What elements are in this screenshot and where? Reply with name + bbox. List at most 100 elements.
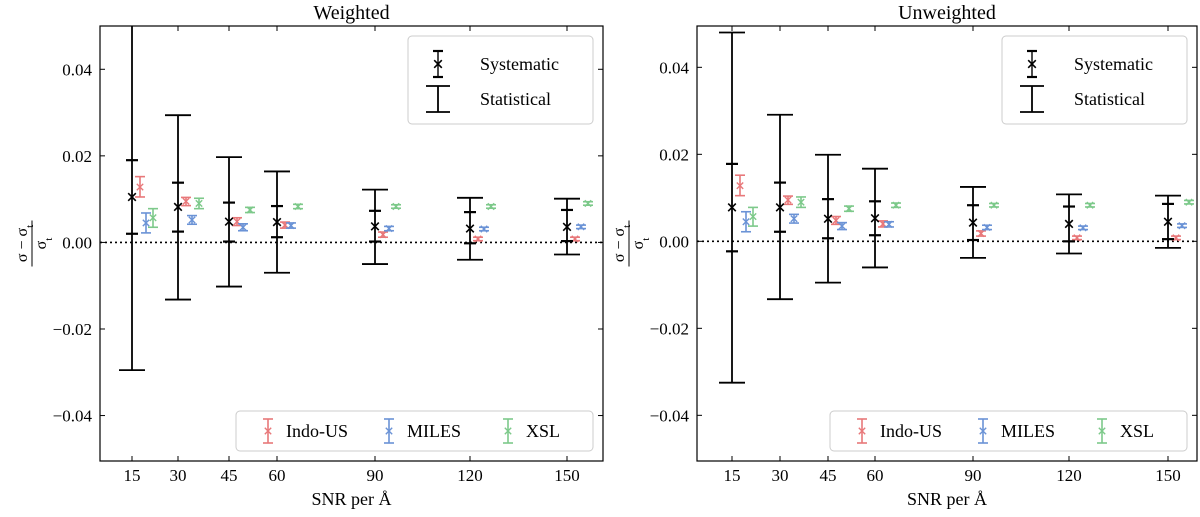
combined-point-stroke-b [370,222,380,231]
point-miles-stroke-b [480,225,488,233]
combined-point-stroke-b [562,222,572,232]
point-indo-us [136,183,144,191]
combined-point [727,203,737,212]
point-xsl-stroke-b [797,198,805,206]
legend-miles-marker [979,427,987,435]
combined-snr-15 [119,26,145,372]
point-xsl [845,205,853,213]
x-tick-label: 150 [554,466,580,485]
combined-point-stroke-b [224,217,234,227]
point-xsl-stroke-b [392,202,400,211]
point-miles [838,222,846,230]
point-indo-us-stroke-b [832,216,840,225]
legend-miles-marker-stroke-b [979,427,987,435]
combined-point-stroke-b [272,217,282,227]
point-xsl [1086,201,1094,209]
y-axis-label-denominator-sub: t [43,238,55,241]
legend-upper: Systematic Statistical [407,35,594,125]
point-xsl [487,202,495,211]
series-miles [741,210,1187,233]
y-axis-label-denominator-text: σ [630,240,647,249]
y-tick-label: −0.04 [650,406,690,425]
combined-point-stroke-b [127,192,137,202]
legend-indo-us-label: Indo-US [880,421,942,441]
point-miles [577,223,585,231]
combined-snr-90 [960,186,986,259]
legend-xsl-label: XSL [526,421,560,441]
point-indo-us [784,196,792,204]
x-tick-label: 90 [965,466,982,485]
point-indo-us-stroke-b [233,217,241,226]
legend-xsl-label: XSL [1120,421,1154,441]
point-xsl [797,198,805,206]
point-miles [142,219,150,227]
point-miles [239,223,247,231]
point-xsl-stroke-b [892,201,900,209]
legend-xsl-marker-stroke-b [504,427,512,435]
point-xsl-stroke-b [584,199,592,208]
combined-point [465,224,475,233]
data-layer [119,26,593,372]
point-miles [480,225,488,233]
point-indo-us [1073,234,1081,242]
point-miles-stroke-b [983,223,991,232]
point-xsl-stroke-b [294,202,302,211]
y-axis-label-numerator-text: σ − σ [14,228,31,263]
chart-title: Unweighted [898,2,996,24]
combined-point [272,217,282,227]
point-indo-us-stroke-b [977,229,985,238]
legend-systematic-marker-stroke-b [1027,59,1037,69]
x-tick-label: 30 [170,466,187,485]
legend-xsl-marker-stroke-b [1098,427,1106,435]
point-miles-stroke-b [239,223,247,231]
legend-systematic-marker-stroke-b [433,59,443,69]
axes-frame [99,25,604,462]
combined-point-stroke-b [465,224,475,233]
combined-snr-30 [165,114,191,301]
x-axis-label: SNR per Å [907,489,987,509]
x-axis-label: SNR per Å [312,489,392,509]
legend-xsl-marker [1098,427,1106,435]
combined-point [870,213,880,223]
combined-point-stroke-b [1163,217,1173,227]
legend-indo-us-label: Indo-US [286,421,348,441]
x-tick-label: 30 [772,466,789,485]
point-xsl-stroke-b [149,214,157,222]
legend-systematic-marker [1027,59,1037,69]
data-layer [719,31,1194,384]
combined-point-stroke-b [968,218,978,227]
point-miles [790,215,798,223]
point-xsl [892,201,900,209]
x-tick-label: 90 [367,466,384,485]
combined-point [562,222,572,232]
combined-snr-45 [815,153,841,284]
point-xsl-stroke-b [1185,198,1193,206]
point-indo-us [474,235,482,243]
point-xsl [392,202,400,211]
point-indo-us [182,197,190,205]
x-tick-label: 150 [1155,466,1181,485]
legend-systematic-marker [433,59,443,69]
point-xsl [246,206,254,214]
series-xsl [148,197,593,229]
legend-statistical-label: Statistical [1074,89,1145,109]
combined-snr-120 [457,196,483,261]
combined-snr-15 [719,31,745,384]
point-miles [1178,221,1186,230]
y-tick-label: 0.04 [659,58,689,77]
combined-point [968,218,978,227]
y-axis-label-numerator: σ − σt [611,225,633,262]
combined-snr-60 [264,170,290,274]
panel-unweighted: Unweighted −0.04 −0.02 0.00 0.02 0.04 15 30 45 60… [611,2,1198,509]
combined-point-stroke-b [775,203,785,212]
point-indo-us-stroke-b [1073,234,1081,242]
combined-snr-45 [216,156,242,288]
combined-snr-150 [554,197,580,256]
point-miles-stroke-b [1079,224,1087,232]
combined-point [127,192,137,202]
combined-point-stroke-b [173,202,183,212]
y-axis-label-numerator-sub: t [24,225,36,228]
combined-point [173,202,183,212]
y-axis-label-denominator-sub: t [640,238,652,241]
